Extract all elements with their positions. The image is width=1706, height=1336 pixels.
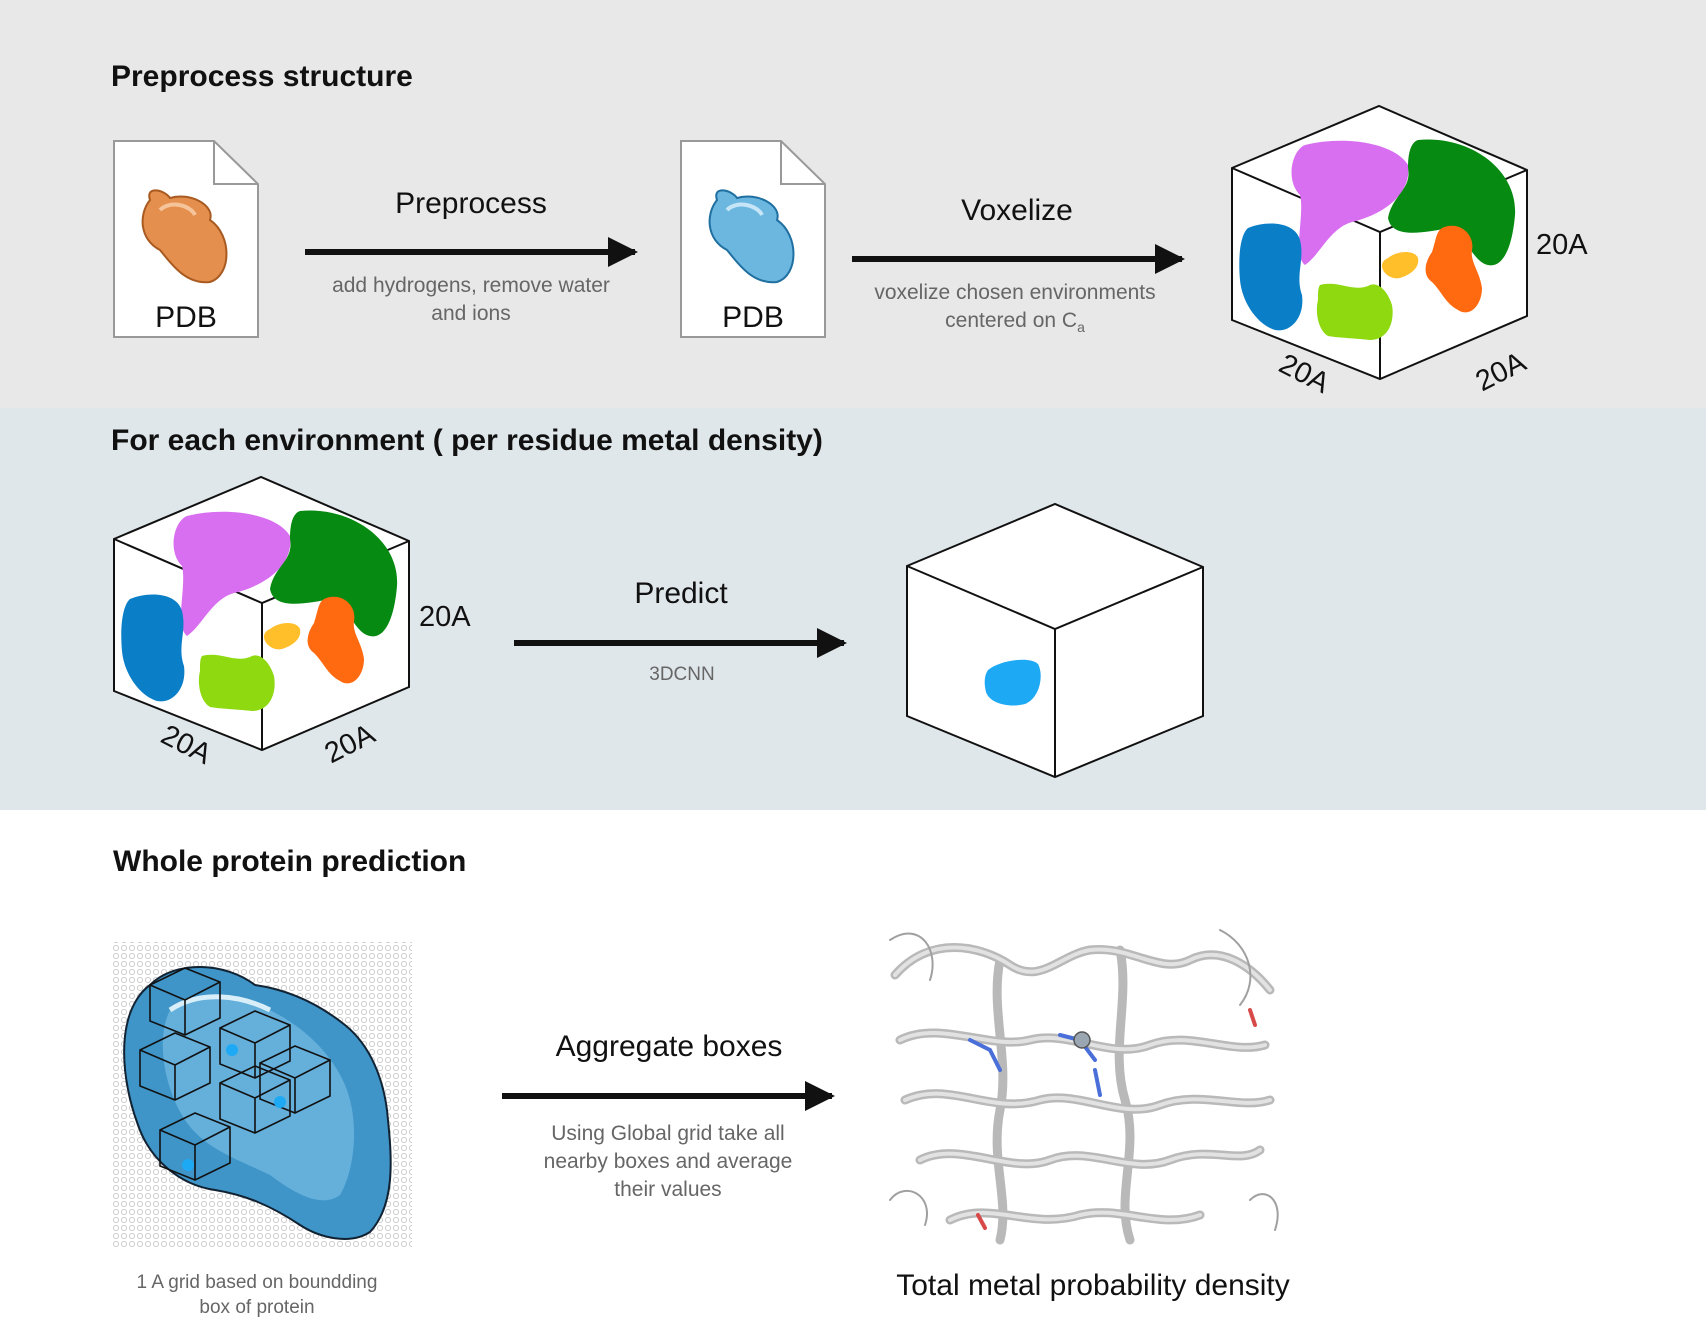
step-title-predict: Predict xyxy=(634,577,728,610)
step-desc-preprocess-line2: and ions xyxy=(431,302,510,325)
pdb-file-input: PDB xyxy=(113,140,259,338)
prediction-cube xyxy=(906,502,1204,779)
protein-blob-blue-icon xyxy=(708,189,795,284)
pdb-label-input: PDB xyxy=(155,301,217,334)
step-title-preprocess: Preprocess xyxy=(395,187,547,220)
grid-caption-line2: box of protein xyxy=(199,1297,314,1318)
env-cube-dim-side: 20A xyxy=(419,601,471,633)
protein-blob-orange-icon xyxy=(141,189,228,284)
step-desc-predict: 3DCNN xyxy=(649,664,714,685)
pdb-file-output: PDB xyxy=(680,140,826,338)
pdb-label-output: PDB xyxy=(722,301,784,334)
step-desc-aggregate-line2: nearby boxes and average xyxy=(544,1150,793,1173)
global-grid-protein xyxy=(112,942,412,1247)
result-caption: Total metal probability density xyxy=(896,1269,1290,1302)
step-title-aggregate: Aggregate boxes xyxy=(556,1030,783,1063)
step-desc-aggregate-line1: Using Global grid take all xyxy=(551,1122,784,1145)
step-title-voxelize: Voxelize xyxy=(961,194,1073,227)
step-desc-voxelize-line1: voxelize chosen environments xyxy=(874,281,1155,304)
section-title-preprocess: Preprocess structure xyxy=(111,60,413,93)
step-desc-voxelize-line2: centered on Ca xyxy=(945,309,1085,335)
cube-dim-side: 20A xyxy=(1536,229,1588,261)
section-title-environment: For each environment ( per residue metal… xyxy=(111,424,823,457)
section-title-whole: Whole protein prediction xyxy=(113,845,466,878)
step-desc-aggregate-line3: their values xyxy=(614,1178,721,1201)
protein-ribbon-render xyxy=(889,929,1279,1245)
environment-cube-colored: 20A 20A 20A xyxy=(113,475,471,771)
step-desc-preprocess-line1: add hydrogens, remove water xyxy=(332,274,610,297)
density-blob-icon xyxy=(984,659,1041,706)
grid-caption-line1: 1 A grid based on boundding xyxy=(137,1272,378,1293)
